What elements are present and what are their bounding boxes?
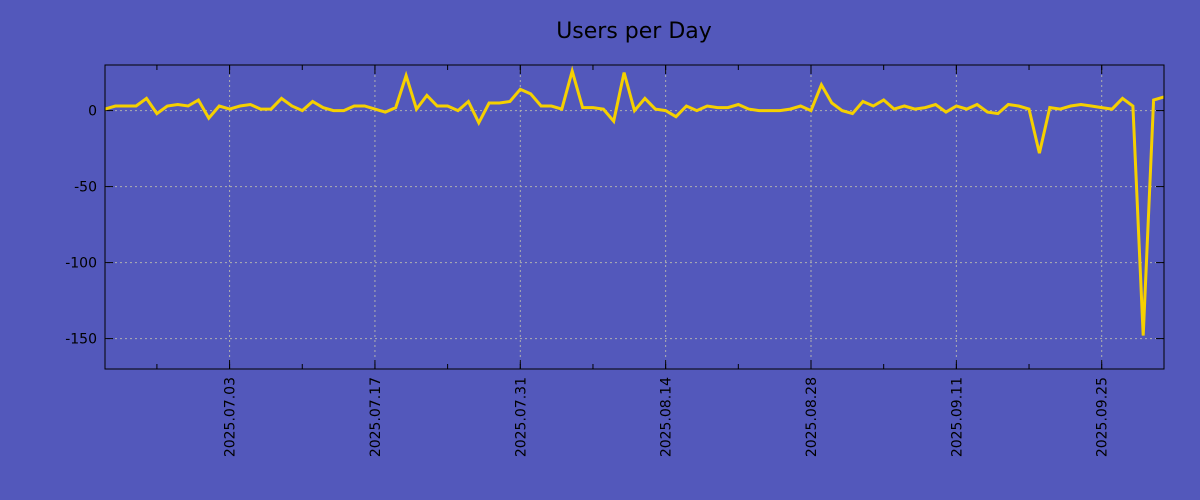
y-tick-label: -50: [74, 180, 97, 196]
grid: [105, 65, 1164, 369]
x-tick-label: 2025.09.11: [949, 377, 965, 457]
x-tick-label: 2025.07.17: [368, 377, 384, 457]
x-tick-label: 2025.08.14: [659, 377, 675, 457]
plot-frame: [104, 64, 1165, 370]
y-tick-label: -100: [65, 256, 97, 272]
x-tick-label: 2025.07.03: [223, 377, 239, 457]
axes: 0 -50 -100 -150 2025.07.03 2025.07.17 2025.07.…: [65, 65, 1164, 457]
x-tick-label: 2025.09.25: [1095, 377, 1111, 457]
x-tick-label: 2025.07.31: [513, 377, 529, 457]
series: [104, 65, 1165, 336]
y-tick-label: -150: [65, 332, 97, 348]
x-tick-label: 2025.08.28: [804, 377, 820, 457]
chart-title: Users per Day: [556, 19, 712, 44]
y-tick-label: 0: [88, 104, 97, 120]
